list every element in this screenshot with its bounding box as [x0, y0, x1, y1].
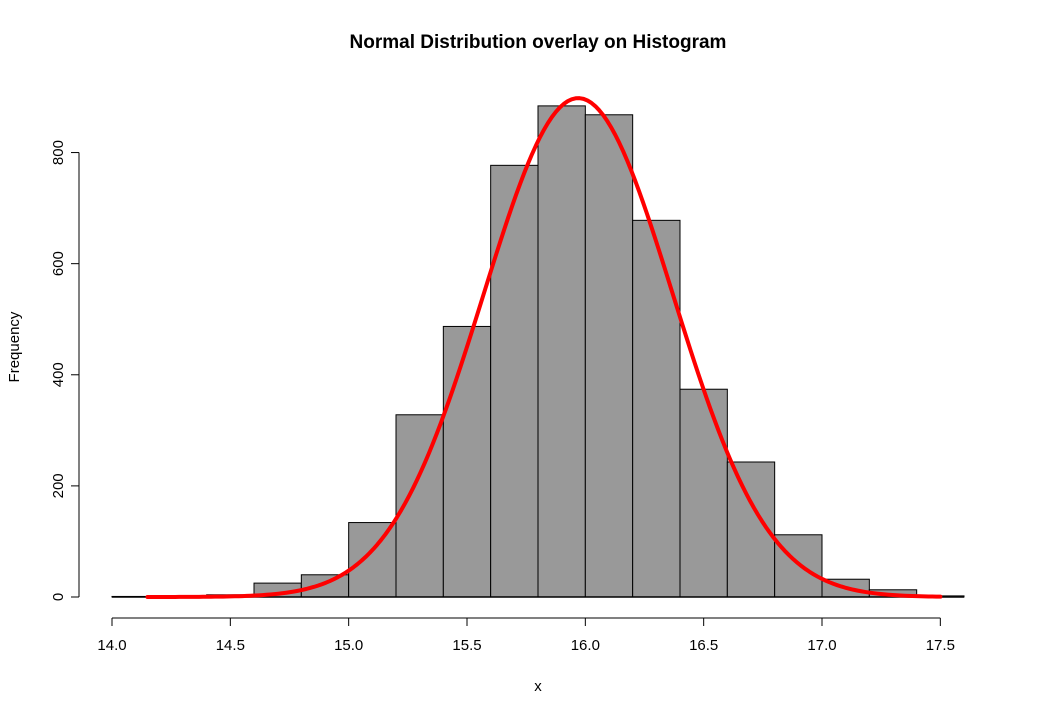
y-tick-label: 600 — [50, 251, 67, 276]
x-tick-label: 14.5 — [216, 637, 245, 654]
histogram-bar — [490, 164, 539, 598]
x-tick-label: 17.5 — [926, 637, 955, 654]
histogram-bar — [442, 325, 492, 598]
x-tick-label: 15.0 — [334, 637, 363, 654]
y-tick-label: 0 — [50, 593, 67, 601]
histogram-bar — [679, 388, 728, 598]
x-tick-label: 15.5 — [452, 637, 481, 654]
y-tick-label: 800 — [50, 140, 67, 165]
histogram-bar — [584, 114, 634, 598]
x-tick-label: 17.0 — [807, 637, 836, 654]
y-axis-label: Frequency — [6, 311, 23, 382]
y-axis: 0 200 400 600 800 — [50, 140, 80, 601]
y-tick-label: 200 — [50, 473, 67, 498]
x-tick-label: 16.0 — [571, 637, 600, 654]
normal-curve — [145, 96, 943, 599]
x-axis: 14.0 14.5 15.0 15.5 16.0 16.5 17.0 17.5 — [97, 617, 955, 654]
x-tick-label: 14.0 — [97, 637, 126, 654]
normal-curve-line — [145, 96, 943, 599]
histogram-bar — [348, 522, 397, 598]
y-tick-label: 400 — [50, 362, 67, 387]
chart-title: Normal Distribution overlay on Histogram — [350, 32, 727, 53]
x-axis-label: x — [534, 678, 542, 695]
histogram-bar — [632, 219, 681, 598]
histogram-bar — [300, 574, 350, 598]
x-tick-label: 16.5 — [689, 637, 718, 654]
histogram-bars — [111, 105, 965, 598]
histogram-bar — [537, 105, 586, 598]
